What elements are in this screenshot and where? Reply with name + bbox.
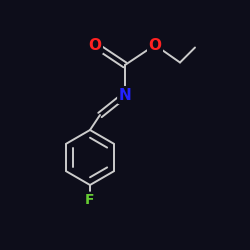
Text: F: F (85, 193, 95, 207)
Text: N: N (119, 88, 132, 102)
Text: O: O (148, 38, 162, 52)
Text: O: O (88, 38, 102, 52)
